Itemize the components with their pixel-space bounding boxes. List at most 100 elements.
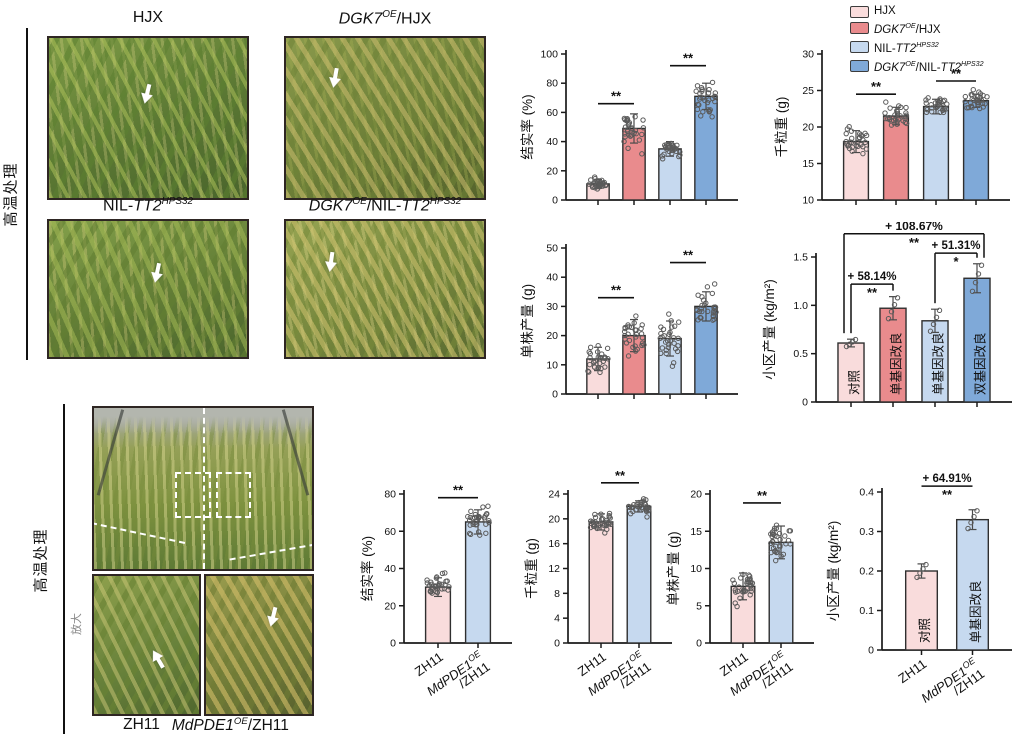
scatter-points bbox=[659, 140, 683, 162]
y-tick-label: 20 bbox=[384, 600, 396, 612]
bar-inner-label: 单基因改良 bbox=[888, 332, 903, 395]
bar bbox=[626, 505, 652, 644]
y-axis-label: 小区产量 (kg/m²) bbox=[826, 521, 841, 622]
y-tick-label: 0 bbox=[802, 397, 808, 409]
sig-stars: ** bbox=[453, 483, 464, 498]
y-tick-label: 4 bbox=[554, 613, 560, 625]
scatter-points bbox=[694, 281, 719, 323]
y-axis-label: 结实率 (%) bbox=[359, 536, 375, 601]
bar bbox=[588, 521, 614, 644]
section-divider-bottom bbox=[63, 404, 65, 734]
y-axis-label: 小区产量 (kg/m²) bbox=[762, 279, 777, 380]
scatter-points bbox=[843, 123, 870, 157]
annotation-label: + 64.91% bbox=[923, 473, 972, 485]
chart-plant-yield-top: 0 10 20 30 40 50 单株产量 (g) ** ** bbox=[520, 243, 738, 401]
legend-swatch bbox=[850, 60, 869, 73]
photo-caption-mdpde1: MdPDE1OE/ZH11 bbox=[171, 716, 289, 735]
y-axis-label: 单株产量 (g) bbox=[666, 531, 681, 605]
magnify-label: 放大 bbox=[71, 613, 83, 635]
legend-swatch bbox=[850, 5, 869, 18]
y-tick-label: 40 bbox=[546, 136, 558, 148]
y-tick-label: 80 bbox=[384, 489, 396, 501]
sig-stars: ** bbox=[611, 89, 622, 104]
dashed-guide-line bbox=[229, 543, 312, 561]
sig-stars: ** bbox=[683, 51, 694, 66]
sig-stars: ** bbox=[867, 285, 878, 300]
greenhouse-pole bbox=[281, 409, 309, 496]
y-tick-label: 20 bbox=[548, 513, 560, 525]
bar-inner-label: 对照 bbox=[847, 370, 861, 395]
greenhouse-pole bbox=[97, 409, 125, 496]
scatter-points bbox=[965, 508, 980, 532]
photo-dgk7-nil-tt2 bbox=[284, 219, 486, 359]
y-tick-label: 0 bbox=[868, 645, 874, 657]
treatment-label-top: 高温处理 bbox=[2, 162, 20, 227]
photo-hjx bbox=[47, 36, 249, 200]
y-tick-label: 0.1 bbox=[859, 605, 874, 617]
y-tick-label: 20 bbox=[546, 165, 558, 177]
bar bbox=[921, 320, 949, 403]
legend-swatch bbox=[850, 22, 869, 35]
y-tick-label: 40 bbox=[384, 563, 396, 575]
y-tick-label: 10 bbox=[546, 359, 558, 371]
bottom-photo-captions: ZH11 MdPDE1OE/ZH11 bbox=[86, 716, 326, 735]
scatter-points bbox=[625, 496, 652, 520]
magnified-region-box-left bbox=[174, 472, 212, 519]
scatter-points bbox=[914, 561, 929, 581]
y-tick-label: 30 bbox=[802, 49, 814, 61]
magnified-region-box-right bbox=[216, 472, 251, 519]
sig-stars: ** bbox=[942, 487, 953, 502]
scatter-points bbox=[969, 262, 985, 295]
y-tick-label: 0.5 bbox=[793, 348, 808, 360]
scatter-points bbox=[621, 313, 647, 359]
y-tick-label: 60 bbox=[384, 526, 396, 538]
y-axis-label: 千粒重 (g) bbox=[524, 538, 539, 599]
legend-label: DGK7OE/NIL-TT2HPS32 bbox=[874, 59, 984, 74]
y-tick-label: 30 bbox=[546, 301, 558, 313]
chart-plot-yield-bottom: 0 0.1 0.2 0.3 0.4 小区产量 (kg/m²) 对照 单基因改良 + 64.91%… bbox=[826, 473, 1012, 706]
bar bbox=[882, 115, 910, 201]
annotation-label: + 108.67% bbox=[885, 222, 943, 233]
y-tick-label: 1.5 bbox=[793, 252, 808, 264]
bar bbox=[962, 100, 990, 201]
sig-stars: ** bbox=[909, 235, 920, 250]
y-tick-label: 15 bbox=[690, 526, 702, 538]
arrow-icon bbox=[320, 250, 341, 274]
scatter-points bbox=[587, 510, 614, 536]
scatter-points bbox=[885, 295, 901, 322]
y-tick-label: 40 bbox=[546, 272, 558, 284]
section-divider-top bbox=[26, 28, 28, 360]
y-axis-label: 千粒重 (g) bbox=[774, 97, 789, 158]
sig-stars: ** bbox=[871, 79, 882, 94]
sig-stars: * bbox=[953, 254, 959, 269]
y-tick-label: 15 bbox=[802, 158, 814, 170]
bar-inner-label: 双基因改良 bbox=[972, 332, 987, 395]
y-tick-label: 12 bbox=[548, 563, 560, 575]
legend-item: NIL-TT2HPS32 bbox=[850, 38, 984, 57]
y-tick-label: 5 bbox=[696, 600, 702, 612]
legend-label: DGK7OE/HJX bbox=[874, 22, 941, 36]
scatter-points bbox=[730, 571, 756, 610]
arrow-icon bbox=[144, 645, 171, 673]
y-tick-label: 0.3 bbox=[859, 526, 874, 538]
y-tick-label: 100 bbox=[540, 49, 558, 61]
scatter-points bbox=[693, 79, 719, 120]
legend-item: HJX bbox=[850, 4, 984, 19]
scatter-points bbox=[465, 503, 492, 538]
photo-zh11-closeup bbox=[92, 574, 201, 716]
legend-label: NIL-TT2HPS32 bbox=[874, 40, 939, 55]
y-tick-label: 50 bbox=[546, 243, 558, 255]
y-tick-label: 80 bbox=[546, 78, 558, 90]
scatter-points bbox=[586, 174, 609, 192]
bar-inner-label: 对照 bbox=[918, 618, 932, 643]
y-tick-label: 0 bbox=[554, 638, 560, 650]
legend-item: DGK7OE/HJX bbox=[850, 19, 984, 38]
y-tick-label: 60 bbox=[546, 107, 558, 119]
arrow-icon bbox=[324, 65, 346, 90]
annotation-label: + 58.14% bbox=[848, 271, 897, 283]
y-tick-label: 10 bbox=[802, 195, 814, 207]
scatter-points bbox=[768, 522, 794, 564]
